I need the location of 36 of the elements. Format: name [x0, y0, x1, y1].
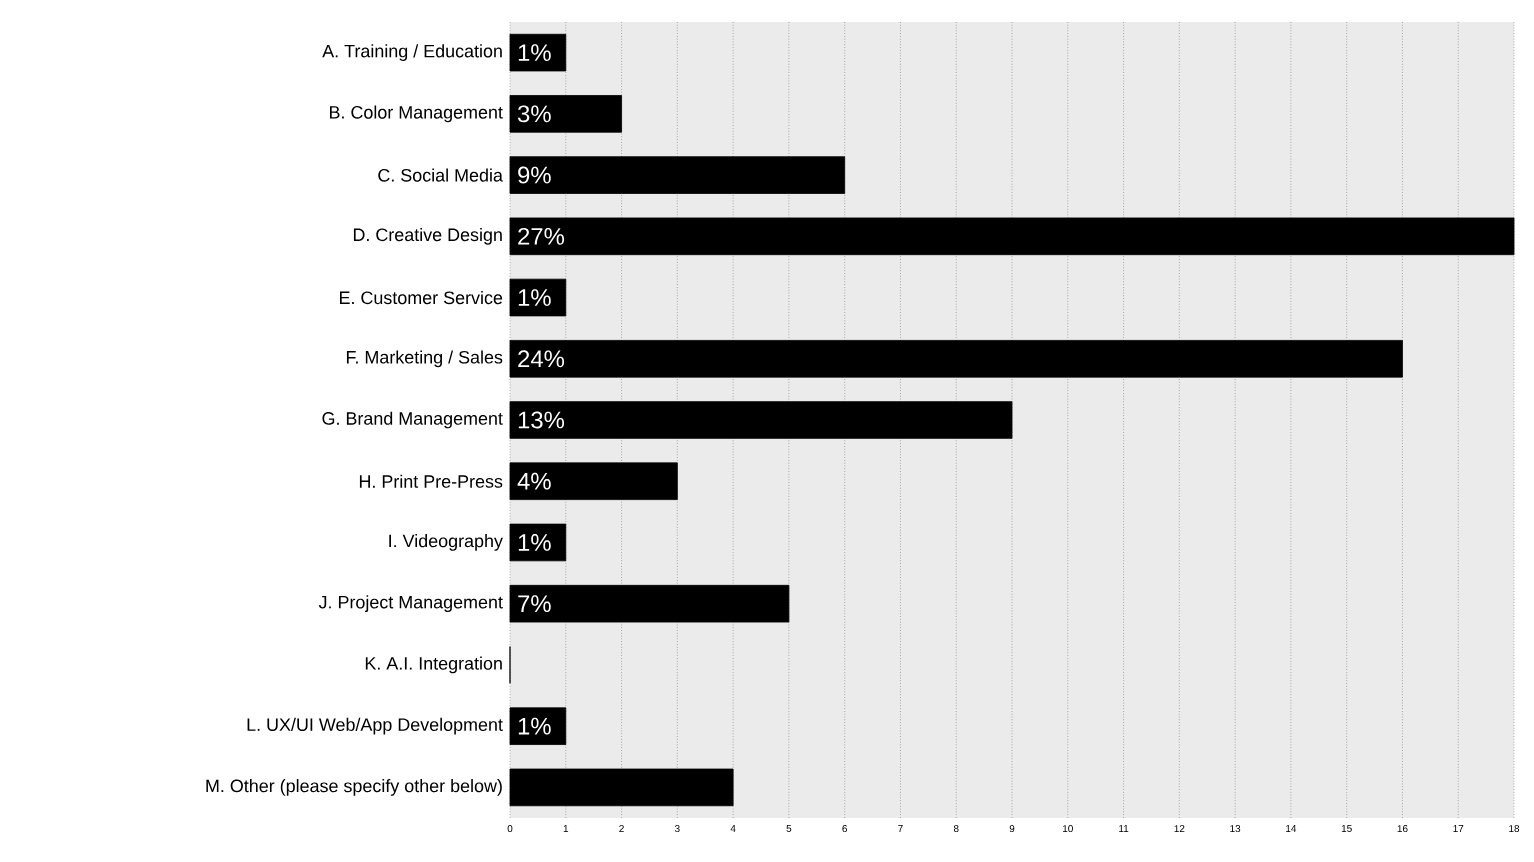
annotation: 9%	[518, 166, 551, 184]
annotation: 27%	[518, 227, 565, 245]
annotation: 13%	[518, 411, 565, 429]
annotation: 4%	[517, 472, 551, 490]
bar	[509, 401, 1013, 439]
y-tick-label: F. Marketing / Sales	[346, 350, 503, 368]
annotation: 24%	[518, 350, 565, 368]
annotation: 7%	[518, 595, 551, 613]
y-tick-label: G. Brand Management	[322, 411, 503, 429]
annotation: 1%	[518, 289, 551, 306]
bar	[509, 768, 734, 807]
bar	[509, 462, 678, 501]
y-tick-label: E. Customer Service	[340, 290, 503, 305]
y-tick-label: K. A.I. Integration	[365, 656, 502, 674]
y-tick-label: A. Training / Education	[322, 44, 502, 61]
bar	[509, 584, 790, 623]
y-tick-label: J. Project Management	[318, 595, 503, 613]
y-tick-label: B. Color Management	[330, 105, 503, 123]
y-tick-label: H. Print Pre-Press	[359, 474, 503, 488]
y-tick-label: D. Creative Design	[353, 227, 502, 245]
annotation: 1%	[518, 534, 551, 551]
bar	[509, 156, 846, 194]
bar	[509, 217, 1515, 256]
bar	[509, 278, 567, 317]
y-tick-label: M. Other (please specify other below)	[206, 779, 502, 796]
annotation: 3%	[517, 105, 551, 123]
y-tick-label: L. UX/UI Web/App Development	[247, 717, 503, 735]
bar	[509, 95, 622, 133]
annotation: 1%	[518, 717, 551, 735]
bar	[509, 33, 567, 72]
y-tick-label: I. Videography	[389, 534, 503, 551]
bar	[509, 340, 1403, 378]
y-tick-label: C. Social Media	[378, 168, 503, 182]
bar	[509, 523, 567, 562]
bar	[509, 707, 567, 745]
annotation: 1%	[518, 44, 551, 61]
